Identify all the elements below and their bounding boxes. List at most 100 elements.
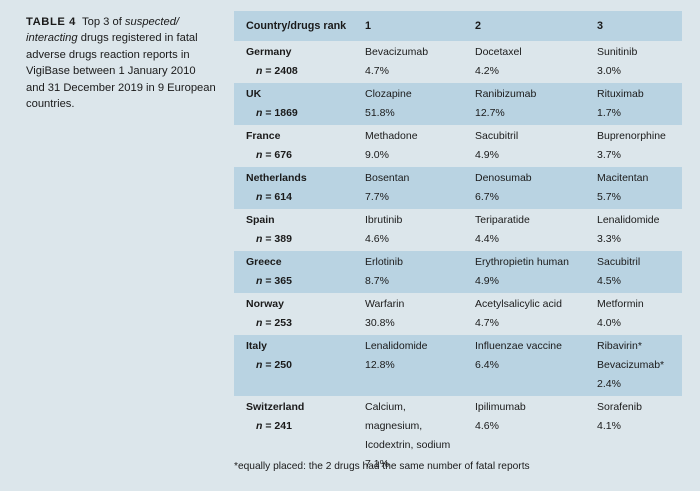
country-cell: France n = 676 (234, 125, 353, 167)
drug-cell-line: Docetaxel (475, 46, 522, 58)
drug-cell-line: 6.7% (475, 191, 499, 203)
country-name: Greece (246, 256, 282, 268)
drug-cell-rank-1: Erlotinib 8.7% (353, 251, 463, 293)
drug-cell-line: Bevacizumab (365, 46, 429, 58)
drug-cell-rank-3: Ribavirin* Bevacizumab* 2.4% (585, 335, 682, 396)
country-cell: Netherlands n = 614 (234, 167, 353, 209)
drug-cell-line: Sorafenib (597, 401, 642, 413)
drug-cell-line: 4.0% (597, 317, 621, 329)
drug-cell-line: Metformin (597, 298, 644, 310)
table-row: Italy n = 250 Lenalidomide 12.8% Influenzae … (234, 335, 682, 396)
drug-cell-line: Denosumab (475, 172, 532, 184)
country-cell: Germany n = 2408 (234, 41, 353, 83)
country-n-count: = 253 (265, 317, 292, 329)
drug-cell-line: Clozapine (365, 88, 412, 100)
drug-cell-line: 4.7% (365, 65, 389, 77)
drug-cell-rank-3: Lenalidomide 3.3% (585, 209, 682, 251)
country-cell: Greece n = 365 (234, 251, 353, 293)
country-n-wrapper: n = 2408 (246, 62, 353, 81)
drug-cell-line: 9.0% (365, 149, 389, 161)
n-symbol: n (256, 233, 263, 245)
table-label: TABLE 4 (26, 16, 76, 28)
drug-cell-line: 6.4% (475, 359, 499, 371)
drug-cell-line: 3.3% (597, 233, 621, 245)
drug-cell-line: Lenalidomide (597, 214, 660, 226)
drug-cell-line: 3.0% (597, 65, 621, 77)
drug-cell-line: 30.8% (365, 317, 395, 329)
drug-cell-line: Acetylsalicylic acid (475, 298, 562, 310)
table-row: France n = 676 Methadone 9.0% Sacubitril 4.9%… (234, 125, 682, 167)
country-n-count: = 1869 (265, 107, 298, 119)
drug-cell-line: Teriparatide (475, 214, 530, 226)
drug-cell-rank-1: Lenalidomide 12.8% (353, 335, 463, 396)
n-symbol: n (256, 359, 263, 371)
drug-cell-line: 12.7% (475, 107, 505, 119)
table-row: Norway n = 253 Warfarin 30.8% Acetylsalicyli… (234, 293, 682, 335)
drug-cell-line: 5.7% (597, 191, 621, 203)
drug-cell-line: 51.8% (365, 107, 395, 119)
table-row: Netherlands n = 614 Bosentan 7.7% Denosumab 6… (234, 167, 682, 209)
drug-cell-rank-2: Docetaxel 4.2% (463, 41, 585, 83)
drug-cell-rank-2: Teriparatide 4.4% (463, 209, 585, 251)
drug-cell-line: Macitentan (597, 172, 649, 184)
country-n-wrapper: n = 676 (246, 146, 353, 165)
country-cell: Switzerland n = 241 (234, 396, 353, 476)
drug-cell-line: 3.7% (597, 149, 621, 161)
header-rank-2: 2 (475, 20, 482, 32)
table-footnote: *equally placed: the 2 drugs had the sam… (234, 461, 530, 472)
drug-cell-rank-1: Ibrutinib 4.6% (353, 209, 463, 251)
drug-cell-rank-2: Erythropietin human 4.9% (463, 251, 585, 293)
drug-cell-line: Lenalidomide (365, 340, 428, 352)
n-symbol: n (256, 107, 263, 119)
country-n-wrapper: n = 365 (246, 272, 353, 291)
n-symbol: n (256, 191, 263, 203)
drug-cell-rank-3: Sunitinib 3.0% (585, 41, 682, 83)
drug-cell-line: Influenzae vaccine (475, 340, 562, 352)
country-name: Spain (246, 214, 275, 226)
drug-cell-rank-2: Influenzae vaccine 6.4% (463, 335, 585, 396)
table-row: Greece n = 365 Erlotinib 8.7% Erythropietin … (234, 251, 682, 293)
caption-text-italic: suspected/ interacting (26, 16, 180, 45)
drug-cell-line: 4.5% (597, 275, 621, 287)
n-symbol: n (256, 420, 263, 432)
caption-text-2: drugs registered in fatal adverse drugs … (26, 32, 216, 111)
drug-cell-line: 4.9% (475, 149, 499, 161)
country-cell: Norway n = 253 (234, 293, 353, 335)
drug-cell-line: Sacubitril (597, 256, 641, 268)
drug-cell-rank-3: Buprenorphine 3.7% (585, 125, 682, 167)
country-cell: Italy n = 250 (234, 335, 353, 396)
drug-cell-line: Warfarin (365, 298, 405, 310)
drug-cell-line: 4.6% (365, 233, 389, 245)
table-header-row: Country/drugs rank 1 2 3 (234, 11, 682, 41)
drug-cell-line: Ibrutinib (365, 214, 403, 226)
drug-cell-line: Rituximab (597, 88, 644, 100)
drug-cell-line: 2.4% (597, 378, 621, 390)
country-name: UK (246, 88, 262, 100)
country-n-wrapper: n = 1869 (246, 104, 353, 123)
drug-cell-rank-1: Calcium, magnesium, Icodextrin, sodium 7.1… (353, 396, 463, 476)
drug-cell-line: Buprenorphine (597, 130, 666, 142)
country-name: Italy (246, 340, 268, 352)
drug-cell-rank-1: Clozapine 51.8% (353, 83, 463, 125)
drug-cell-rank-3: Metformin 4.0% (585, 293, 682, 335)
drug-cell-line: 7.7% (365, 191, 389, 203)
drug-cell-line: 4.4% (475, 233, 499, 245)
drug-cell-rank-3: Sorafenib 4.1% (585, 396, 682, 476)
country-cell: Spain n = 389 (234, 209, 353, 251)
n-symbol: n (256, 65, 263, 77)
drug-cell-line: Methadone (365, 130, 418, 142)
drug-cell-rank-1: Bevacizumab 4.7% (353, 41, 463, 83)
caption-text-1: Top 3 of (82, 16, 125, 28)
drugs-table: Country/drugs rank 1 2 3 Germany n = 2408… (234, 11, 682, 476)
drug-cell-line: Erlotinib (365, 256, 403, 268)
table-row: Germany n = 2408 Bevacizumab 4.7% Docetaxel 4… (234, 41, 682, 83)
country-n-count: = 241 (265, 420, 292, 432)
table-row: Switzerland n = 241 Calcium, magnesium, Ico… (234, 396, 682, 476)
drug-cell-rank-1: Bosentan 7.7% (353, 167, 463, 209)
country-n-wrapper: n = 241 (246, 417, 353, 436)
drug-cell-rank-1: Warfarin 30.8% (353, 293, 463, 335)
drug-cell-line: 7.1% (365, 458, 389, 470)
country-n-count: = 614 (265, 191, 292, 203)
n-symbol: n (256, 317, 263, 329)
country-name: France (246, 130, 281, 142)
